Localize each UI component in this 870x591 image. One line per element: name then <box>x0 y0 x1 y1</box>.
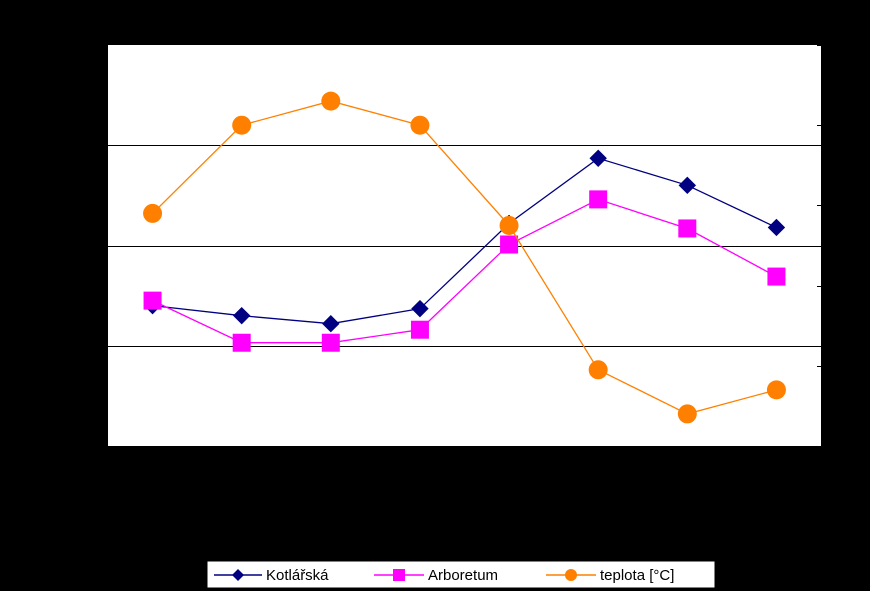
data-point-square <box>500 235 519 254</box>
series-line-square <box>152 198 777 344</box>
data-point-diamond <box>589 149 607 167</box>
data-point-circle <box>588 360 608 380</box>
legend-item-circle: teplota [°C] <box>546 567 674 584</box>
series-line-circle <box>152 100 777 415</box>
legend-marker-circle <box>565 569 577 581</box>
data-point-circle <box>143 203 163 223</box>
legend-item-square: Arboretum <box>374 567 498 584</box>
data-point-circle <box>321 91 341 111</box>
data-point-circle <box>499 215 519 235</box>
series-layer <box>143 91 786 424</box>
data-point-diamond <box>411 299 429 318</box>
data-point-circle <box>766 380 786 400</box>
legend-marker-square <box>393 569 405 581</box>
data-point-square <box>678 219 697 238</box>
data-point-square <box>589 190 608 209</box>
data-point-square <box>410 320 429 339</box>
data-point-square <box>767 267 786 286</box>
legend-label-diamond: Kotlářská <box>266 567 329 584</box>
legend-box <box>206 560 716 589</box>
gridlines <box>108 145 821 347</box>
legend: Kotlářská Arboretum teplota [°C] <box>206 560 716 589</box>
series-square <box>143 190 786 352</box>
legend-item-diamond: Kotlářská <box>214 567 329 584</box>
series-line-diamond <box>152 157 777 325</box>
data-point-diamond <box>232 306 251 325</box>
data-point-square <box>321 333 340 352</box>
series-circle <box>143 91 786 424</box>
data-point-diamond <box>678 176 697 195</box>
legend-marker-diamond <box>232 569 244 581</box>
data-point-circle <box>677 404 697 424</box>
data-point-diamond <box>767 218 786 237</box>
plot-area <box>108 45 821 446</box>
data-point-square <box>143 291 162 310</box>
data-point-square <box>232 333 251 352</box>
legend-label-square: Arboretum <box>428 567 498 584</box>
data-point-circle <box>410 115 430 135</box>
data-point-circle <box>232 115 252 135</box>
right-axis-ticks <box>817 45 825 447</box>
legend-label-circle: teplota [°C] <box>600 567 674 584</box>
data-point-diamond <box>322 314 340 333</box>
